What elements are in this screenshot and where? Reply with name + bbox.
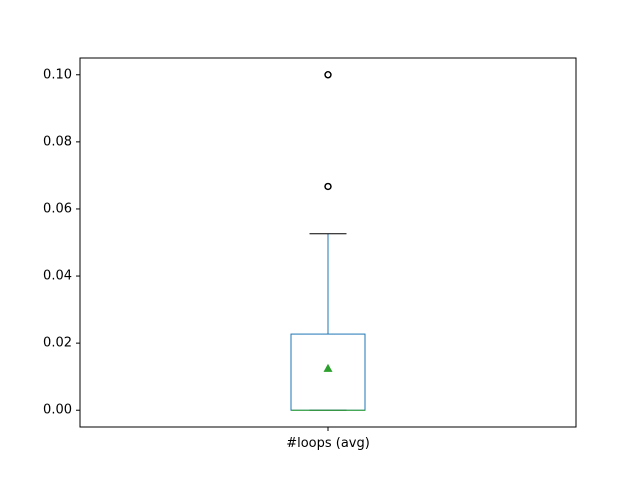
outlier-point xyxy=(324,182,332,191)
boxes-group xyxy=(290,71,366,411)
outlier-point xyxy=(324,71,332,79)
y-tick-label: 0.02 xyxy=(43,336,72,351)
y-tick-label: 0.06 xyxy=(43,201,72,216)
y-tick-label: 0.00 xyxy=(43,403,72,418)
x-axis: #loops (avg) xyxy=(286,427,370,451)
y-axis: 0.00 0.02 0.04 0.06 0.08 0.10 xyxy=(43,67,80,418)
mean-marker xyxy=(323,363,333,372)
y-tick-label: 0.08 xyxy=(43,134,72,149)
y-tick-label: 0.10 xyxy=(43,67,72,82)
x-tick-label: #loops (avg) xyxy=(286,436,370,451)
y-tick-label: 0.04 xyxy=(43,269,72,284)
